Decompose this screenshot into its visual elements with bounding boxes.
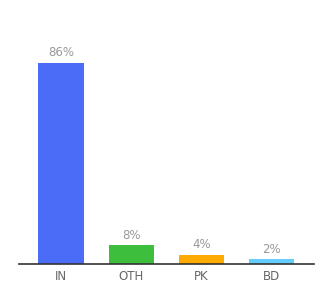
Bar — [38, 63, 84, 264]
Bar — [249, 259, 294, 264]
Text: 4%: 4% — [192, 238, 211, 251]
Text: 8%: 8% — [122, 229, 140, 242]
Bar — [179, 255, 224, 264]
Text: 86%: 86% — [48, 46, 74, 59]
Bar — [108, 245, 154, 264]
Text: 2%: 2% — [262, 243, 281, 256]
